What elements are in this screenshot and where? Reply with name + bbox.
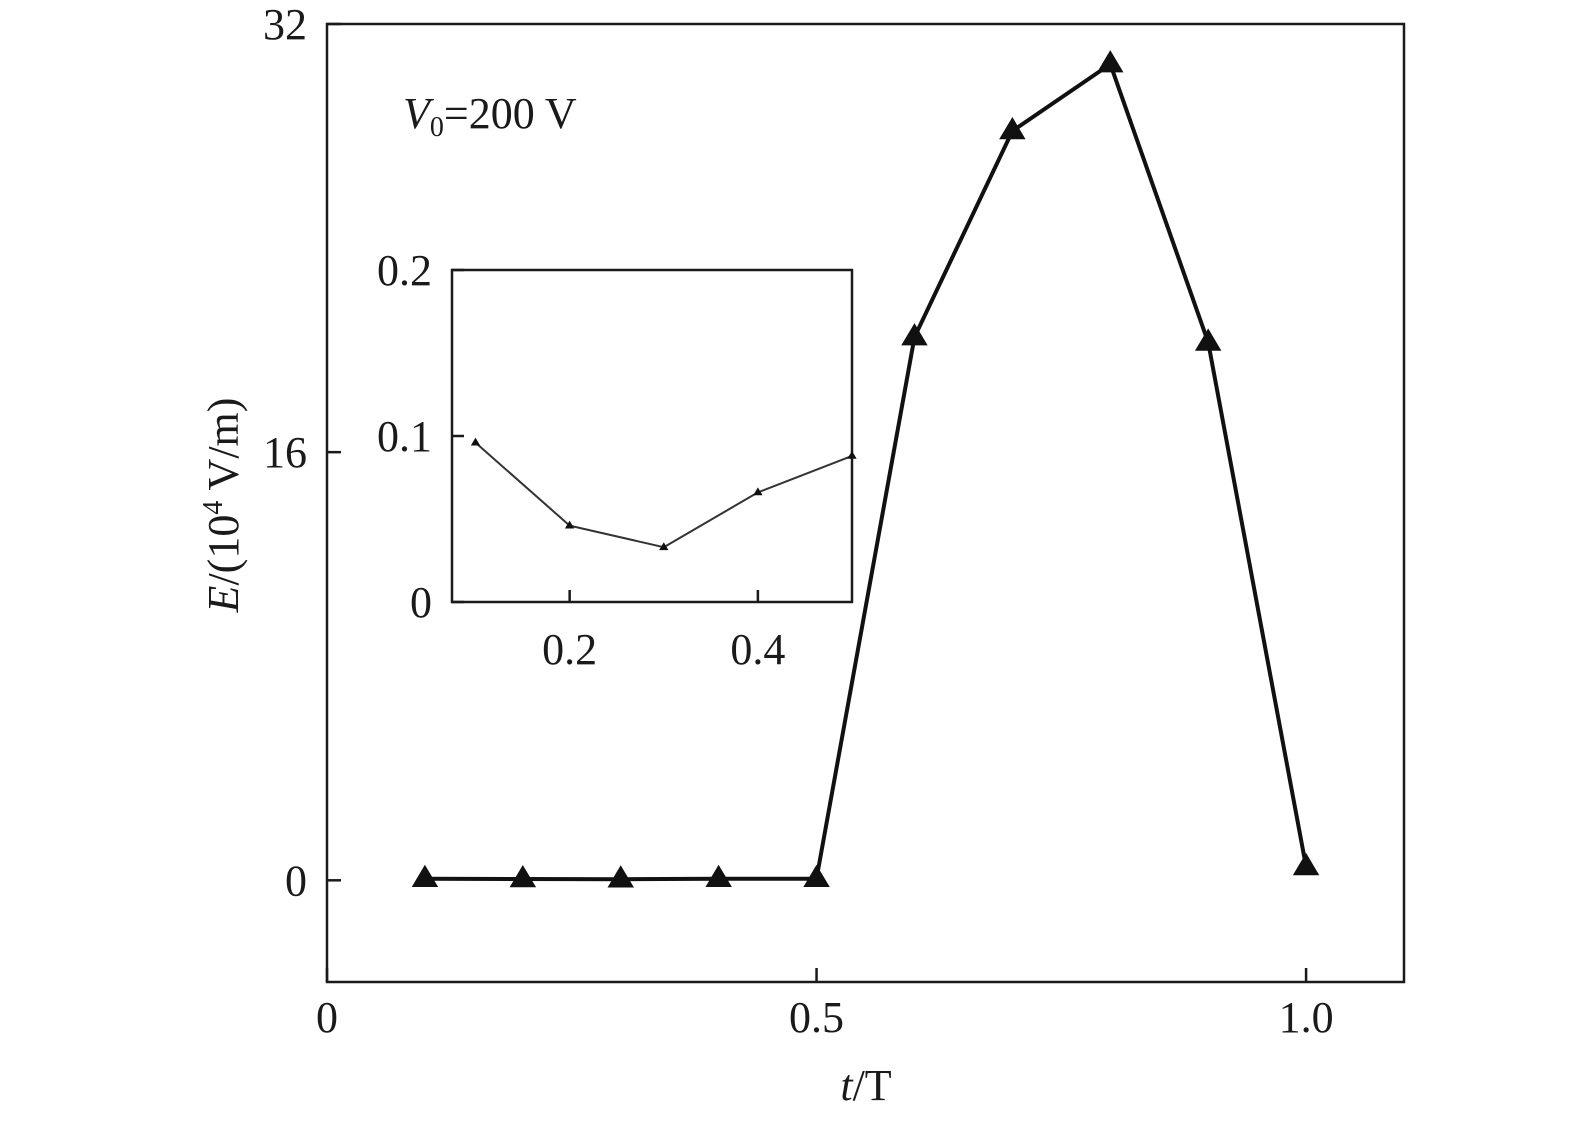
inset-plot-background — [452, 270, 852, 602]
main-data-point — [607, 865, 634, 888]
inset-y-tick-label: 0.2 — [377, 246, 432, 295]
main-data-point — [705, 864, 732, 887]
annotation-rest: =200 V — [444, 89, 577, 138]
main-data-point — [411, 864, 439, 887]
main-x-tick-label: 0 — [316, 993, 338, 1042]
main-annotation: V0=200 V — [403, 89, 577, 143]
inset-series — [470, 437, 857, 551]
main-x-axis-title: t/T — [840, 1061, 891, 1110]
inset-axis-ticks — [452, 268, 760, 604]
inset-data-point — [470, 437, 481, 446]
y-title-italic: E — [199, 585, 248, 613]
main-data-point — [901, 323, 928, 346]
main-y-tick-label: 32 — [263, 0, 307, 49]
main-x-tick-label: 1.0 — [1279, 993, 1334, 1042]
main-axis-ticks — [325, 22, 1308, 982]
main-data-point — [1097, 50, 1124, 73]
inset-chart: 0.2 0.4 0 0.1 0.2 — [377, 246, 857, 674]
x-title-rest: /T — [853, 1061, 892, 1110]
inset-data-point — [659, 542, 669, 551]
main-y-tick-label: 16 — [263, 428, 307, 477]
inset-y-tick-label: 0 — [410, 578, 432, 627]
x-title-italic: t — [840, 1061, 854, 1110]
inset-x-tick-label: 0.4 — [730, 625, 785, 674]
main-plot-frame — [325, 22, 1406, 984]
main-data-point — [803, 864, 830, 887]
y-title-sup: 4 — [198, 501, 229, 515]
inset-y-tick-label: 0.1 — [377, 412, 432, 461]
main-data-point — [999, 117, 1026, 140]
main-y-tick-label: 0 — [285, 856, 307, 905]
y-title-post: V/m) — [199, 398, 248, 501]
main-series-line — [424, 62, 1309, 882]
inset-x-tick-label: 0.2 — [542, 625, 597, 674]
main-data-point — [509, 865, 537, 888]
annotation-var: V — [403, 89, 435, 138]
annotation-sub: 0 — [430, 112, 444, 143]
inset-data-point — [753, 487, 763, 496]
y-title-pre: /(10 — [199, 515, 248, 586]
main-x-tick-label: 0.5 — [789, 993, 844, 1042]
main-y-axis-title: E/(104 V/m) — [198, 398, 248, 614]
main-data-point — [1292, 852, 1320, 876]
main-data-point — [1194, 328, 1222, 351]
main-series — [411, 50, 1320, 888]
inset-data-point — [847, 450, 857, 459]
inset-tick-labels: 0.2 0.4 0 0.1 0.2 — [377, 246, 785, 674]
main-tick-labels: 0 0.5 1.0 0 16 32 — [263, 0, 1334, 1042]
inset-data-point — [564, 520, 575, 529]
